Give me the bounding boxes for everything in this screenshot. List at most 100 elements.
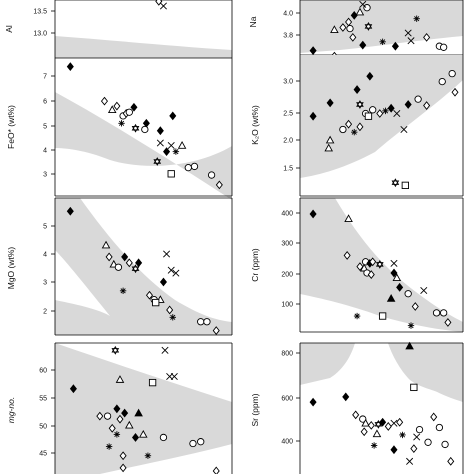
data-point xyxy=(353,312,361,320)
data-point xyxy=(350,10,358,20)
data-point xyxy=(114,263,123,271)
data-point xyxy=(369,106,377,114)
data-point xyxy=(119,463,127,473)
data-point xyxy=(391,41,399,51)
y-axis-label: MgO (wt%) xyxy=(6,247,16,290)
data-point xyxy=(105,443,113,450)
data-point xyxy=(390,268,398,278)
data-point xyxy=(410,444,418,454)
data-point xyxy=(148,378,157,387)
data-point xyxy=(451,87,459,97)
data-point xyxy=(167,141,175,150)
data-point xyxy=(370,442,378,449)
marker-layer xyxy=(66,206,220,335)
y-tick-label: 5 xyxy=(43,124,47,131)
data-point xyxy=(410,383,418,392)
y-tick-label: 50 xyxy=(39,424,47,431)
data-point xyxy=(309,111,317,121)
y-tick-label: 3 xyxy=(43,172,47,179)
data-point xyxy=(343,251,351,260)
data-point xyxy=(356,100,364,109)
y-tick-label: 5 xyxy=(43,224,47,231)
data-point xyxy=(108,423,116,433)
data-point xyxy=(384,422,392,431)
data-point xyxy=(121,252,129,262)
data-point xyxy=(145,290,154,300)
data-point xyxy=(439,309,448,317)
y-tick-label: 1.5 xyxy=(283,166,293,173)
data-point xyxy=(339,125,347,134)
data-point xyxy=(359,40,367,50)
data-point xyxy=(107,105,117,114)
data-point xyxy=(372,429,382,438)
data-point xyxy=(212,466,220,474)
data-point xyxy=(161,346,169,354)
data-point xyxy=(203,318,211,326)
data-point xyxy=(404,29,412,37)
y-tick-label: 13.0 xyxy=(33,31,47,38)
data-point xyxy=(170,372,178,381)
data-point xyxy=(423,32,431,42)
data-point xyxy=(113,431,121,438)
y-tick-label: 2.5 xyxy=(283,111,293,118)
y-axis-label: Sr (ppm) xyxy=(250,393,260,426)
data-point xyxy=(399,431,406,439)
data-point xyxy=(66,62,74,72)
data-point xyxy=(119,451,127,461)
data-point xyxy=(167,170,175,178)
data-point xyxy=(325,135,335,144)
data-point xyxy=(125,258,133,268)
data-point xyxy=(435,423,444,432)
gray-field xyxy=(55,92,232,200)
data-point xyxy=(159,2,167,10)
marker-layer xyxy=(155,0,167,10)
data-point xyxy=(430,412,438,422)
y-tick-label: 3.0 xyxy=(283,79,293,86)
data-point xyxy=(189,439,197,448)
panel-na2o: 4.0 3.8 Na xyxy=(248,0,464,61)
y-tick-label: 300 xyxy=(281,241,293,248)
y-axis-label: K₂O (wt%) xyxy=(250,105,260,145)
data-point xyxy=(119,287,127,295)
data-point xyxy=(390,445,398,455)
data-point xyxy=(144,452,152,459)
data-point xyxy=(207,171,216,179)
data-point xyxy=(125,108,133,116)
panel-sr: 800 600 400 Sr (ppm) xyxy=(250,341,464,474)
data-point xyxy=(351,128,358,136)
data-point xyxy=(396,282,404,292)
y-tick-label: 800 xyxy=(281,351,293,358)
data-point xyxy=(349,32,357,42)
y-tick-label: 200 xyxy=(281,272,293,279)
data-point xyxy=(101,240,111,249)
data-point xyxy=(113,404,121,414)
y-tick-label: 4.0 xyxy=(283,11,293,18)
gray-field xyxy=(55,343,232,474)
data-point xyxy=(406,457,414,465)
marker-layer xyxy=(309,0,448,61)
y-tick-label: 400 xyxy=(281,439,293,446)
data-point xyxy=(141,125,149,134)
gray-field xyxy=(300,343,463,402)
y-tick-label: 55 xyxy=(39,396,47,403)
data-point xyxy=(169,111,177,121)
data-point xyxy=(375,259,384,269)
y-axis-label: mg-no. xyxy=(6,397,16,423)
y-tick-label: 3.8 xyxy=(283,33,293,40)
data-point xyxy=(69,384,77,394)
y-axis-label: FeO* (wt%) xyxy=(6,105,16,149)
data-point xyxy=(197,318,205,326)
data-point xyxy=(309,397,317,407)
data-point xyxy=(169,314,176,321)
data-point xyxy=(413,433,421,441)
data-point xyxy=(342,392,350,402)
marker-layer xyxy=(309,209,452,329)
data-point xyxy=(118,120,125,127)
data-point xyxy=(386,294,396,302)
data-point xyxy=(400,125,408,134)
data-point xyxy=(190,162,199,171)
data-point xyxy=(407,37,415,45)
data-point xyxy=(439,43,448,51)
data-point xyxy=(393,110,401,118)
